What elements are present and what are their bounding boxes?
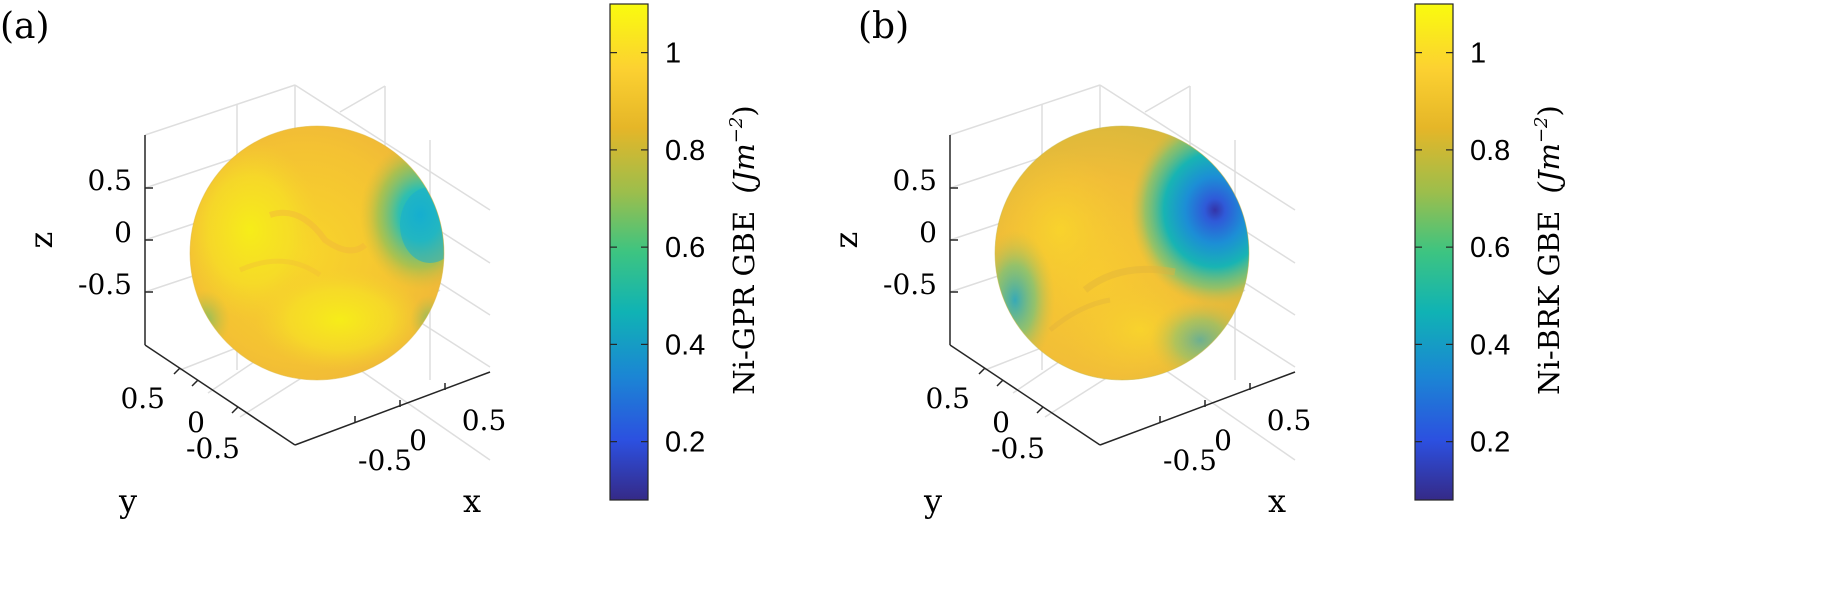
colorbar-tick-label: 0.8	[665, 135, 705, 167]
colorbar-tick-label: 0.4	[1470, 329, 1510, 361]
colorbar-unit-exp: −2	[1531, 116, 1552, 143]
z-axis-label: z	[22, 232, 60, 249]
y-tick: -0.5	[186, 432, 240, 465]
colorbar-tick-label: 1	[665, 38, 681, 70]
colorbar-tick-label: 0.2	[1470, 427, 1510, 459]
z-tick: 0	[919, 216, 937, 249]
z-tick: 0.5	[892, 164, 937, 197]
y-tick: 0.5	[120, 382, 165, 415]
panel-label: (b)	[858, 6, 909, 47]
panel-b: (b)	[827, 3, 1566, 520]
colorbar-unit: (Jm	[727, 143, 761, 193]
colorbar-tick-label: 0.4	[665, 329, 705, 361]
z-axis-label: z	[827, 232, 865, 249]
colorbar-gradient	[1414, 3, 1454, 501]
colorbar-tick-label: 1	[1470, 38, 1486, 70]
colorbar-unit-close: )	[1532, 105, 1566, 116]
panel-a: (a)	[0, 3, 761, 520]
colorbar-gradient	[609, 3, 649, 501]
colorbar-unit-close: )	[727, 105, 761, 116]
panel-label: (a)	[0, 6, 50, 47]
colorbar-label: Ni-BRK GBE	[1532, 211, 1566, 395]
axis-lines	[949, 135, 1296, 446]
y-tick: 0	[992, 406, 1010, 439]
y-axis-label: y	[923, 482, 942, 520]
sphere-surface	[190, 126, 444, 380]
z-tick: -0.5	[883, 268, 937, 301]
colorbar-title: Ni-GPR GBE (Jm−2)	[726, 105, 761, 394]
y-tick: -0.5	[991, 432, 1045, 465]
colorbar-ticks: 1 0.8 0.6 0.4 0.2	[1415, 38, 1510, 459]
z-tick: 0.5	[87, 164, 132, 197]
colorbar-tick-label: 0.8	[1470, 135, 1510, 167]
z-tick: 0	[114, 216, 132, 249]
colorbar-title: Ni-BRK GBE (Jm−2)	[1531, 105, 1566, 395]
colorbar-tick-label: 0.2	[665, 427, 705, 459]
x-axis-label: x	[1268, 482, 1286, 520]
x-tick: 0	[409, 424, 427, 457]
y-axis-label: y	[118, 482, 137, 520]
x-tick: -0.5	[358, 444, 412, 477]
axis-lines	[144, 135, 491, 446]
z-tick: -0.5	[78, 268, 132, 301]
colorbar-label: Ni-GPR GBE	[727, 211, 761, 395]
x-tick: 0.5	[1267, 404, 1312, 437]
x-tick: 0	[1214, 424, 1232, 457]
sphere-surface	[995, 126, 1249, 380]
colorbar-tick-label: 0.6	[1470, 232, 1510, 264]
x-tick: -0.5	[1163, 444, 1217, 477]
x-tick: 0.5	[462, 404, 507, 437]
colorbar-unit: (Jm	[1532, 143, 1566, 193]
colorbar-ticks: 1 0.8 0.6 0.4 0.2	[610, 38, 705, 459]
y-tick: 0.5	[925, 382, 970, 415]
colorbar: 1 0.8 0.6 0.4 0.2 Ni-BRK GBE (Jm−2)	[1414, 3, 1566, 501]
colorbar: 1 0.8 0.6 0.4 0.2 Ni-GPR GBE (Jm−2)	[609, 3, 761, 501]
colorbar-tick-label: 0.6	[665, 232, 705, 264]
x-axis-label: x	[463, 482, 481, 520]
colorbar-unit-exp: −2	[726, 117, 747, 144]
y-tick: 0	[187, 406, 205, 439]
